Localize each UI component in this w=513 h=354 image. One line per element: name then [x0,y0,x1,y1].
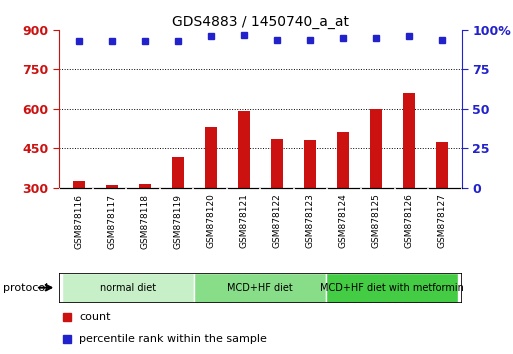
Bar [172,158,184,188]
Bar [271,139,283,188]
Text: MCD+HF diet: MCD+HF diet [227,282,293,293]
Text: GSM878126: GSM878126 [404,194,413,249]
Bar [436,142,448,188]
Bar [194,273,326,303]
Title: GDS4883 / 1450740_a_at: GDS4883 / 1450740_a_at [172,15,349,29]
Bar [370,109,382,188]
Bar [403,93,415,188]
Text: protocol: protocol [3,282,48,293]
Text: MCD+HF diet with metformin: MCD+HF diet with metformin [321,282,464,293]
Bar [238,111,250,188]
Bar [106,185,117,188]
Text: GSM878120: GSM878120 [206,194,215,249]
Text: GSM878117: GSM878117 [107,194,116,249]
Text: GSM878125: GSM878125 [371,194,380,249]
Text: percentile rank within the sample: percentile rank within the sample [79,333,267,343]
Bar [139,184,151,188]
Bar [205,127,216,188]
Text: GSM878124: GSM878124 [339,194,347,248]
Text: count: count [79,312,111,322]
Text: GSM878119: GSM878119 [173,194,182,249]
Text: normal diet: normal diet [100,282,156,293]
Text: GSM878122: GSM878122 [272,194,281,248]
Bar [73,181,85,188]
Text: GSM878123: GSM878123 [305,194,314,249]
Text: GSM878118: GSM878118 [141,194,149,249]
Bar [326,273,459,303]
Bar [304,139,315,188]
Bar [62,273,194,303]
Text: GSM878121: GSM878121 [240,194,248,249]
Bar [337,132,349,188]
Text: GSM878127: GSM878127 [438,194,446,249]
Text: GSM878116: GSM878116 [74,194,83,249]
